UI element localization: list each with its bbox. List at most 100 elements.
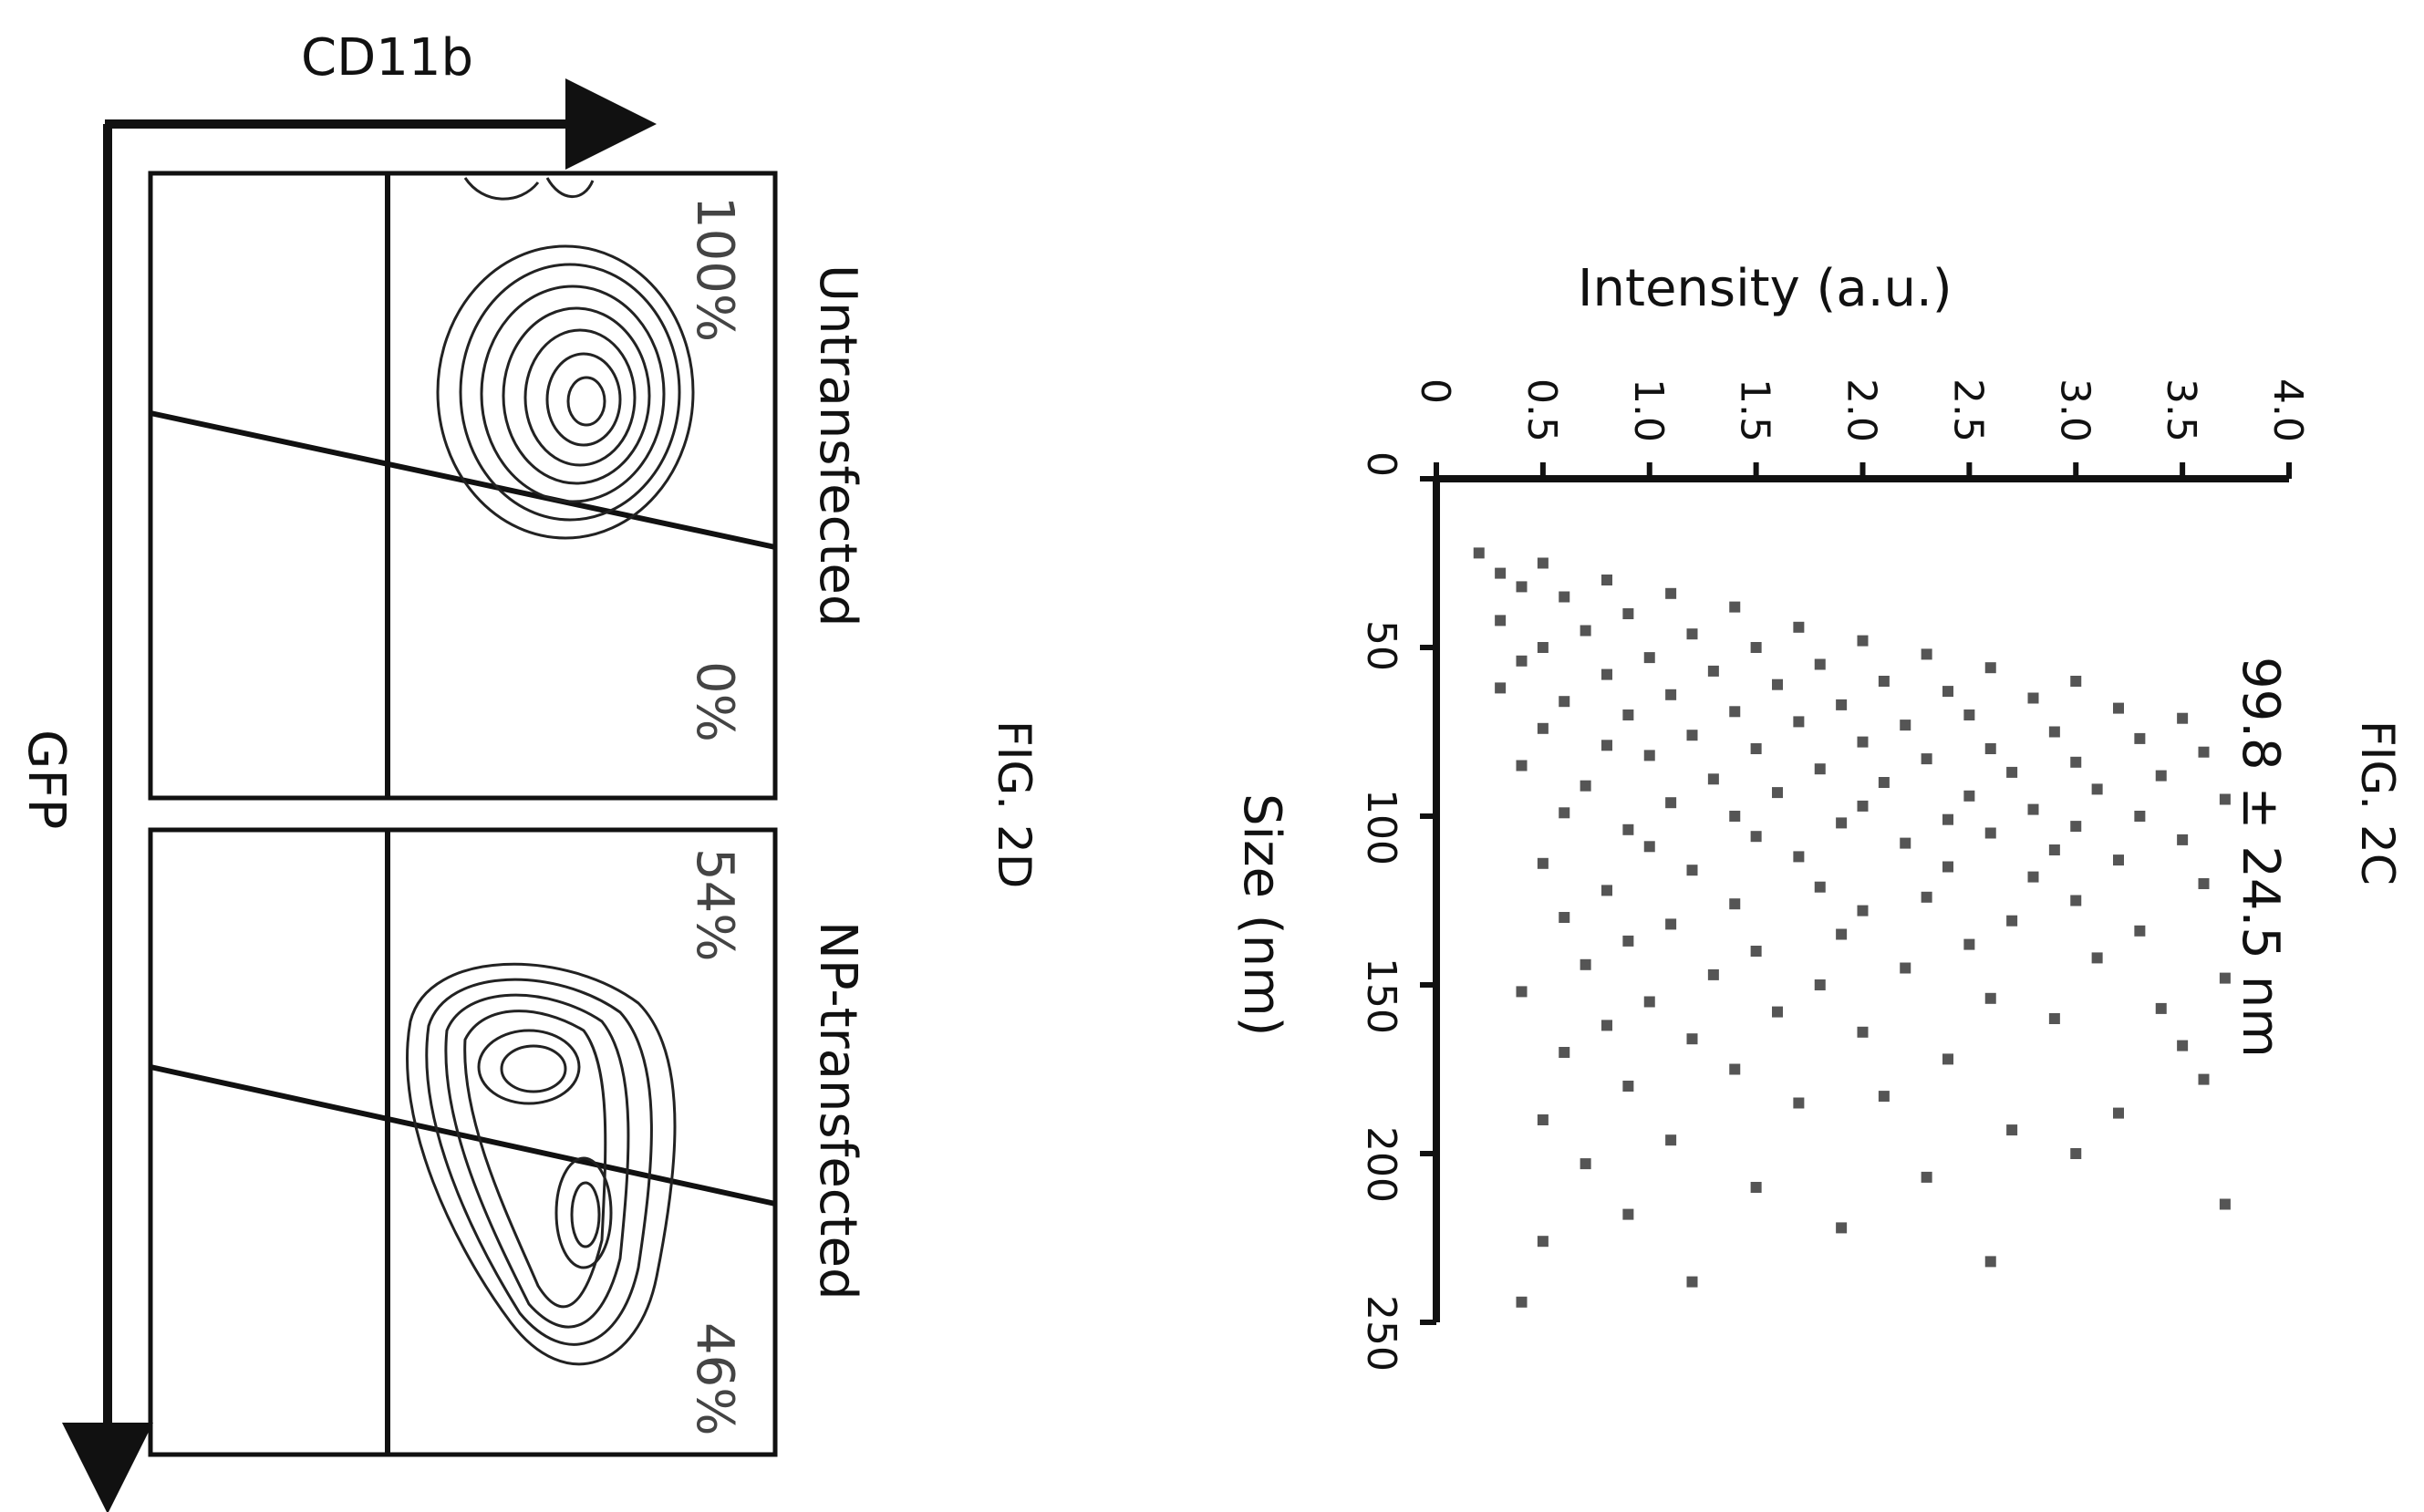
size-tick-label: 200	[1358, 1126, 1404, 1203]
scatter-points	[1473, 547, 2231, 1308]
scatter-point	[1707, 665, 1719, 677]
scatter-point	[1963, 790, 1975, 802]
panel-title: Untransfected	[808, 264, 867, 627]
scatter-point	[1921, 1171, 1932, 1183]
scatter-point	[1793, 851, 1805, 863]
size-tick-label: 150	[1358, 958, 1404, 1034]
size-tick-label: 0	[1358, 451, 1404, 477]
scatter-point	[2113, 1107, 2124, 1119]
scatter-point	[1942, 1053, 1953, 1065]
scatter-point	[1665, 1134, 1677, 1146]
size-tick-label: 50	[1358, 620, 1404, 671]
scatter-point	[2113, 854, 2124, 866]
scatter-point	[1580, 625, 1591, 637]
intensity-axis-label: Intensity (a.u.)	[1578, 259, 1953, 318]
scatter-point	[1814, 658, 1826, 670]
scatter-point	[1559, 591, 1570, 603]
scatter-point	[1622, 1208, 1634, 1220]
scatter-point	[1984, 827, 1996, 839]
scatter-point	[1495, 682, 1507, 694]
scatter-point	[1729, 1063, 1741, 1075]
scatter-point	[1580, 1158, 1591, 1170]
scatter-point	[1516, 1296, 1528, 1308]
scatter-point	[1643, 652, 1655, 664]
scatter-point	[1516, 581, 1528, 593]
scatter-point	[1537, 1236, 1549, 1248]
scatter-point	[2006, 1124, 2018, 1136]
scatter-point	[1750, 831, 1762, 843]
scatter-point	[1857, 1026, 1869, 1038]
scatter-point	[2134, 732, 2146, 744]
scatter-point	[1900, 962, 1911, 974]
scatter-point	[1984, 1256, 1996, 1268]
fig-2d-label: FIG. 2D	[988, 720, 1041, 888]
percent-upper: 54%	[685, 848, 744, 961]
scatter-point	[1793, 1097, 1805, 1109]
scatter-point	[1495, 615, 1507, 627]
scatter-point	[1857, 905, 1869, 917]
scatter-point	[1793, 621, 1805, 633]
percent-lower: 0%	[685, 661, 744, 742]
percent-lower: 46%	[685, 1322, 744, 1435]
scatter-point	[2027, 871, 2039, 883]
intensity-tick-label: 1.5	[1732, 378, 1778, 442]
scatter-point	[1622, 1081, 1634, 1092]
scatter-point	[2198, 878, 2210, 889]
scatter-point	[1516, 655, 1528, 667]
gfp-axis-label: GFP	[16, 730, 76, 829]
scatter-point	[2048, 844, 2060, 855]
scatter-point	[1900, 837, 1911, 849]
scatter-point	[1537, 1114, 1549, 1125]
scatter-point	[1601, 1020, 1612, 1031]
scatter-point	[1772, 787, 1783, 799]
intensity-tick-label: 0.5	[1518, 378, 1565, 442]
scatter-point	[1516, 760, 1528, 772]
scatter-point	[1729, 811, 1741, 822]
scatter-point	[1836, 928, 1848, 940]
scatter-point	[1537, 642, 1549, 653]
scatter-point	[1559, 807, 1570, 819]
scatter-point	[1601, 740, 1612, 751]
intensity-tick-label: 1.0	[1625, 378, 1672, 442]
scatter-point	[1495, 567, 1507, 579]
scatter-point	[1665, 918, 1677, 930]
scatter-point	[2177, 712, 2189, 724]
scatter-point	[1878, 1091, 1890, 1103]
scatter-point	[1750, 1182, 1762, 1193]
size-axis-label: Size (nm)	[1232, 793, 1291, 1037]
scatter-point	[1878, 676, 1890, 687]
scatter-point	[1643, 750, 1655, 761]
intensity-tick-label: 3.0	[2051, 378, 2098, 442]
scatter-point	[1814, 881, 1826, 893]
scatter-point	[1836, 817, 1848, 829]
scatter-point	[1772, 678, 1783, 690]
scatter-point	[2070, 676, 2082, 687]
contour-plot	[436, 177, 695, 540]
scatter-point	[2219, 1198, 2231, 1210]
scatter-point	[1836, 1222, 1848, 1234]
scatter-point	[1686, 730, 1698, 741]
scatter-point	[1537, 857, 1549, 869]
scatter-point	[2155, 770, 2167, 782]
scatter-point	[1559, 1047, 1570, 1058]
scatter-point	[1921, 891, 1932, 903]
panel-title: NP-transfected	[808, 921, 867, 1300]
scatter-point	[2134, 811, 2146, 822]
scatter-point	[2091, 783, 2103, 795]
scatter-point	[1665, 587, 1677, 599]
scatter-point	[1622, 608, 1634, 619]
scatter-point	[1516, 986, 1528, 998]
fig-2c-label: FIG. 2C	[2351, 720, 2404, 885]
flow-panel-untransfected: 100% 0% Untransfected	[148, 171, 867, 801]
scatter-point	[1857, 736, 1869, 748]
scatter-point	[2113, 702, 2124, 714]
scatter-point	[2091, 952, 2103, 964]
scatter-point	[1878, 777, 1890, 788]
figure-2d: CD11b GFP 100% 0% Untransfected	[16, 28, 1041, 1512]
scatter-point	[1963, 938, 1975, 950]
scatter-point	[1643, 841, 1655, 853]
scatter-point	[1750, 642, 1762, 653]
size-ticks: 0 50 100 150 200 250	[1358, 451, 1436, 1372]
scatter-point	[2070, 895, 2082, 906]
percent-upper: 100%	[685, 196, 744, 342]
